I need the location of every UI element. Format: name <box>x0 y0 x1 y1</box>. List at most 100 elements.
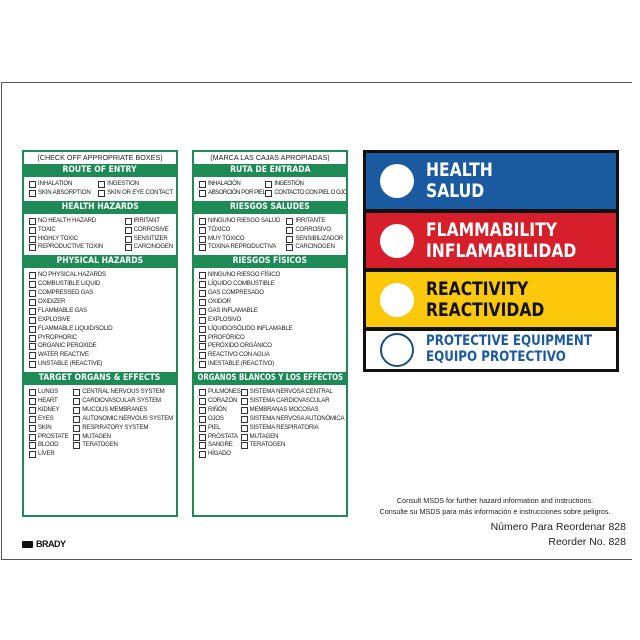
checklist-item[interactable]: REPRODUCTIVE TOXIN <box>29 243 103 252</box>
checkbox[interactable] <box>199 307 206 315</box>
checklist-item[interactable]: HEART <box>29 397 68 406</box>
checkbox[interactable] <box>199 244 206 252</box>
checkbox[interactable] <box>265 180 273 188</box>
checkbox[interactable] <box>29 451 36 459</box>
checkbox[interactable] <box>73 397 81 405</box>
checkbox[interactable] <box>124 235 132 243</box>
checklist-item[interactable]: MUCOUS MEMBRANES <box>73 406 173 415</box>
checkbox[interactable] <box>29 180 36 188</box>
checklist-item[interactable]: NO HEALTH HAZARD <box>29 217 103 226</box>
checkbox[interactable] <box>29 307 36 315</box>
checkbox[interactable] <box>29 316 36 324</box>
checkbox[interactable] <box>199 442 206 450</box>
checklist-item[interactable]: GAS INFLAMABLE <box>199 307 292 316</box>
checkbox[interactable] <box>199 406 206 414</box>
rating-circle[interactable] <box>380 333 414 367</box>
checkbox[interactable] <box>286 244 294 252</box>
checkbox[interactable] <box>240 433 248 441</box>
checkbox[interactable] <box>73 442 81 450</box>
checkbox[interactable] <box>240 415 248 423</box>
checklist-item[interactable]: TOXIC <box>29 226 103 235</box>
checkbox[interactable] <box>29 325 36 333</box>
checklist-item[interactable]: GAS COMPRESADO <box>199 289 292 298</box>
checkbox[interactable] <box>124 244 132 252</box>
checkbox[interactable] <box>199 433 206 441</box>
checklist-item[interactable]: OJOS <box>199 415 241 424</box>
checkbox[interactable] <box>29 226 36 234</box>
checklist-item[interactable]: REACTIVO CON AGUA <box>199 351 292 360</box>
checklist-item[interactable]: OXIDIZER <box>29 298 113 307</box>
checklist-item[interactable]: ABSORCIÓN POR PIEL <box>199 189 266 198</box>
checklist-item[interactable]: TOXINA REPRODUCTIVA <box>199 243 280 252</box>
checkbox[interactable] <box>73 406 81 414</box>
checklist-item[interactable]: PROSTATE <box>29 433 69 442</box>
checkbox[interactable] <box>199 316 206 324</box>
checklist-item[interactable]: LIVER <box>29 450 68 459</box>
checkbox[interactable] <box>199 361 206 369</box>
checkbox[interactable] <box>240 389 248 397</box>
checkbox[interactable] <box>240 424 248 432</box>
checklist-item[interactable]: UNSTABLE (REACTIVE) <box>29 360 113 369</box>
checkbox[interactable] <box>199 281 206 289</box>
checkbox[interactable] <box>29 281 36 289</box>
checkbox[interactable] <box>124 226 132 234</box>
checkbox[interactable] <box>199 298 206 306</box>
checkbox[interactable] <box>29 272 36 280</box>
checklist-item[interactable]: PRÓSTATA <box>199 433 241 442</box>
checklist-item[interactable]: PIEL <box>199 424 241 433</box>
checkbox[interactable] <box>199 272 206 280</box>
checklist-item[interactable]: CARCINOGEN <box>124 243 173 252</box>
checkbox[interactable] <box>199 290 206 298</box>
checklist-item[interactable]: CORAZÓN <box>199 397 241 406</box>
checklist-item[interactable]: SANGRE <box>199 441 241 450</box>
checklist-item[interactable]: PIROFÓRICO <box>199 334 292 343</box>
checkbox[interactable] <box>199 343 206 351</box>
checklist-item[interactable]: RIÑÓN <box>199 406 241 415</box>
checklist-item[interactable]: HÍGADO <box>199 450 241 459</box>
checklist-item[interactable]: CARDIOVASCULAR SYSTEM <box>73 397 173 406</box>
checkbox[interactable] <box>29 361 36 369</box>
checklist-item[interactable]: SISTEMA NERVOSA CENTRAL <box>240 388 345 397</box>
checkbox[interactable] <box>199 415 206 423</box>
rating-circle[interactable] <box>380 282 414 317</box>
checklist-item[interactable]: NINGUNO RIESGO FÍSICO <box>199 271 292 280</box>
checklist-item[interactable]: SKIN <box>29 424 68 433</box>
checkbox[interactable] <box>29 217 36 225</box>
checklist-item[interactable]: MUTAGEN <box>240 433 345 442</box>
checkbox[interactable] <box>286 235 294 243</box>
checklist-item[interactable]: LUNGS <box>29 388 68 397</box>
checklist-item[interactable]: FLAMMABLE GAS <box>29 307 113 316</box>
checklist-item[interactable]: LÍQUIDO COMBUSTIBLE <box>199 280 292 289</box>
checklist-item[interactable]: COMPRESSED GAS <box>29 289 113 298</box>
checkbox[interactable] <box>29 343 36 351</box>
checklist-item[interactable]: CENTRAL NERVOUS SYSTEM <box>73 388 173 397</box>
checklist-item[interactable]: WATER REACTIVE <box>29 351 113 360</box>
checklist-item[interactable]: PYROPHORIC <box>29 334 113 343</box>
checklist-item[interactable]: SISTEMA RESPIRATORIA <box>240 424 345 433</box>
checklist-item[interactable]: EXPLOSIVO <box>199 316 292 325</box>
checklist-item[interactable]: OXIDOR <box>199 298 292 307</box>
checklist-item[interactable]: PULMONES <box>199 388 241 397</box>
checkbox[interactable] <box>240 406 248 414</box>
checkbox[interactable] <box>199 424 206 432</box>
checkbox[interactable] <box>29 397 36 405</box>
checkbox[interactable] <box>199 226 206 234</box>
checklist-item[interactable]: INHALACIÓN <box>199 180 265 189</box>
checkbox[interactable] <box>29 334 36 342</box>
checklist-item[interactable]: HIGHLY TOXIC <box>29 235 103 244</box>
checklist-item[interactable]: MUY TÓXICO <box>199 235 280 244</box>
checklist-item[interactable]: SENSITIZER <box>124 235 173 244</box>
checkbox[interactable] <box>73 433 81 441</box>
checkbox[interactable] <box>29 415 36 423</box>
checklist-item[interactable]: IRRITANTE <box>286 217 343 226</box>
checklist-item[interactable]: NO PHYSICAL HAZARDS <box>29 271 113 280</box>
checkbox[interactable] <box>29 189 36 197</box>
checklist-item[interactable]: EXPLOSIVE <box>29 316 113 325</box>
checklist-item[interactable]: TERATOGEN <box>240 441 345 450</box>
rating-circle[interactable] <box>380 223 414 258</box>
checklist-item[interactable]: CORROSIVO <box>286 226 343 235</box>
checklist-item[interactable]: SENSIBILIZADOR <box>286 235 343 244</box>
checkbox[interactable] <box>29 433 36 441</box>
checkbox[interactable] <box>124 217 132 225</box>
checklist-item[interactable]: INESTABLE (REACTIVO) <box>199 360 292 369</box>
